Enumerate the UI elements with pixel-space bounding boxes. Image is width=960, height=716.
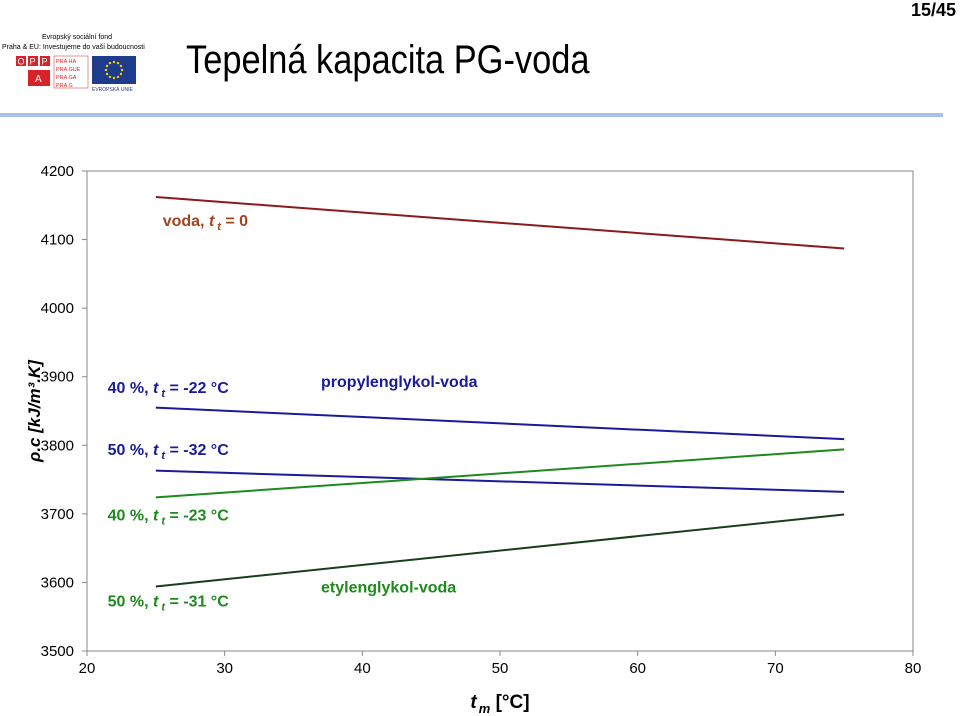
series-line-pg50 [155, 469, 845, 493]
x-tick-label: 50 [492, 660, 509, 677]
y-tick-label: 4000 [41, 300, 74, 317]
series-line-eg40 [155, 448, 845, 499]
y-tick-label: 3900 [41, 369, 74, 386]
eu-caption: EVROPSKÁ UNIE [92, 86, 134, 93]
praha-block [53, 55, 89, 89]
logo-line-2: Praha & EU: Investujeme do vaší budoucno… [2, 44, 145, 51]
eu-star [120, 68, 124, 72]
opp-letter-p2: P [42, 57, 48, 67]
header-rule [0, 113, 943, 117]
logo-line-1: Evropský sociální fond [42, 34, 113, 41]
eu-star [112, 60, 116, 64]
x-tick-label: 30 [216, 660, 233, 677]
chart: 20 30 40 50 60 70 80 3500 3600 3700 3800 3900 4000 41… [25, 163, 922, 716]
opp-a-block [28, 70, 50, 86]
slide-title: Tepelná kapacita PG-voda [186, 38, 590, 82]
opp-p2-block [40, 56, 50, 66]
opp-letter-p1: P [30, 57, 36, 67]
x-tick-label: 80 [905, 660, 922, 677]
praha-row: PRA GUE [56, 67, 81, 73]
praha-row: PRA HA [56, 59, 77, 65]
eu-star [119, 72, 123, 76]
y-tick-label: 3600 [41, 574, 74, 591]
eu-star [116, 75, 120, 79]
y-tick-label: 3500 [41, 643, 74, 660]
y-axis-label: ρ.c [kJ/m³.K] [25, 359, 44, 463]
eu-flag [92, 56, 136, 84]
y-tick-label: 4200 [41, 163, 74, 180]
series-line-pg40 [155, 406, 845, 441]
annotation-pg-label: propylenglykol-voda [321, 374, 478, 391]
annotation-eg-label: etylenglykol-voda [321, 580, 456, 597]
x-tick-label: 70 [767, 660, 784, 677]
series-line-voda [155, 196, 845, 250]
eu-star [108, 61, 112, 65]
eu-star [119, 64, 123, 68]
x-tick-label: 40 [354, 660, 371, 677]
eu-stars [104, 60, 124, 80]
praha-row: PRA G [56, 83, 73, 89]
eu-star [105, 72, 109, 76]
eu-star [105, 64, 109, 68]
opp-letter-a: A [35, 74, 42, 85]
y-tick-label: 4100 [41, 232, 74, 249]
page-number: 15/45 [910, 0, 956, 20]
opp-o-block [16, 56, 26, 66]
opp-eu-logo: Evropský sociální fond Praha & EU: Inves… [2, 34, 156, 93]
eu-star [112, 76, 116, 80]
x-tick-label: 20 [79, 660, 96, 677]
y-tick-label: 3700 [41, 506, 74, 523]
eu-star [104, 68, 108, 72]
praha-row: PRA GA [56, 75, 77, 81]
eu-star [108, 75, 112, 79]
opp-letter-o: O [18, 57, 25, 67]
logo-graphic: O P P A PRA HA PRA GUE PRA GA PRA G EVRO… [16, 55, 136, 93]
x-tick-label: 60 [629, 660, 646, 677]
eu-star [116, 61, 120, 65]
series-line-eg50 [155, 513, 845, 588]
opp-p1-block [28, 56, 38, 66]
y-tick-label: 3800 [41, 437, 74, 454]
